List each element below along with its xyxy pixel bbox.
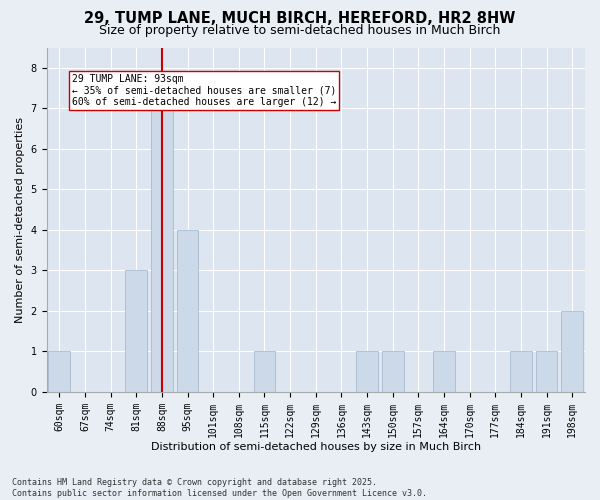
Bar <box>382 352 404 392</box>
Bar <box>433 352 455 392</box>
Bar <box>510 352 532 392</box>
Text: Contains HM Land Registry data © Crown copyright and database right 2025.
Contai: Contains HM Land Registry data © Crown c… <box>12 478 427 498</box>
Bar <box>254 352 275 392</box>
Bar <box>176 230 199 392</box>
Text: 29, TUMP LANE, MUCH BIRCH, HEREFORD, HR2 8HW: 29, TUMP LANE, MUCH BIRCH, HEREFORD, HR2… <box>85 11 515 26</box>
Bar <box>125 270 147 392</box>
Bar <box>151 108 173 392</box>
Bar <box>49 352 70 392</box>
Bar <box>536 352 557 392</box>
Text: Size of property relative to semi-detached houses in Much Birch: Size of property relative to semi-detach… <box>100 24 500 37</box>
Text: 29 TUMP LANE: 93sqm
← 35% of semi-detached houses are smaller (7)
60% of semi-de: 29 TUMP LANE: 93sqm ← 35% of semi-detach… <box>72 74 337 107</box>
Y-axis label: Number of semi-detached properties: Number of semi-detached properties <box>15 116 25 322</box>
X-axis label: Distribution of semi-detached houses by size in Much Birch: Distribution of semi-detached houses by … <box>151 442 481 452</box>
Bar <box>561 311 583 392</box>
Bar <box>356 352 378 392</box>
